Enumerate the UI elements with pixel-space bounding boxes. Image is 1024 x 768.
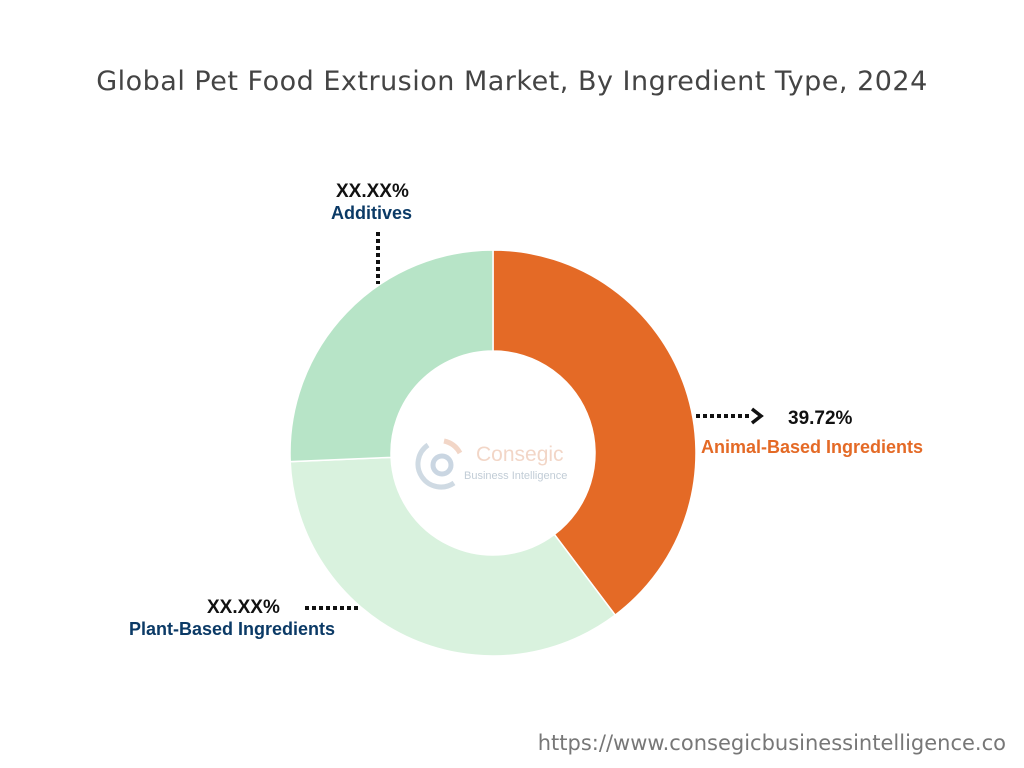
footer-url[interactable]: https://www.consegicbusinessintelligence… bbox=[537, 731, 1006, 755]
watermark-brand: Consegic bbox=[476, 443, 564, 466]
leader-lines bbox=[305, 232, 752, 610]
label-plant-name: Plant-Based Ingredients bbox=[129, 619, 336, 639]
slice-additives bbox=[289, 249, 494, 463]
arrow-head-icon bbox=[750, 407, 764, 425]
label-plant-value: XX.XX% bbox=[207, 597, 280, 618]
slice-animal-based-ingredients bbox=[492, 249, 697, 617]
label-animal-value: 39.72% bbox=[788, 408, 853, 429]
label-additives-name: Additives bbox=[331, 203, 413, 223]
watermark-logo: Consegic Business Intelligence bbox=[414, 435, 584, 495]
watermark-tagline: Business Intelligence bbox=[464, 470, 568, 482]
label-additives-value: XX.XX% bbox=[336, 181, 409, 202]
slice-plant-based-ingredients bbox=[289, 456, 617, 657]
chart-title: Global Pet Food Extrusion Market, By Ing… bbox=[96, 66, 928, 97]
label-animal-name: Animal-Based Ingredients bbox=[701, 437, 924, 457]
label-animal: 39.72% bbox=[788, 408, 852, 430]
